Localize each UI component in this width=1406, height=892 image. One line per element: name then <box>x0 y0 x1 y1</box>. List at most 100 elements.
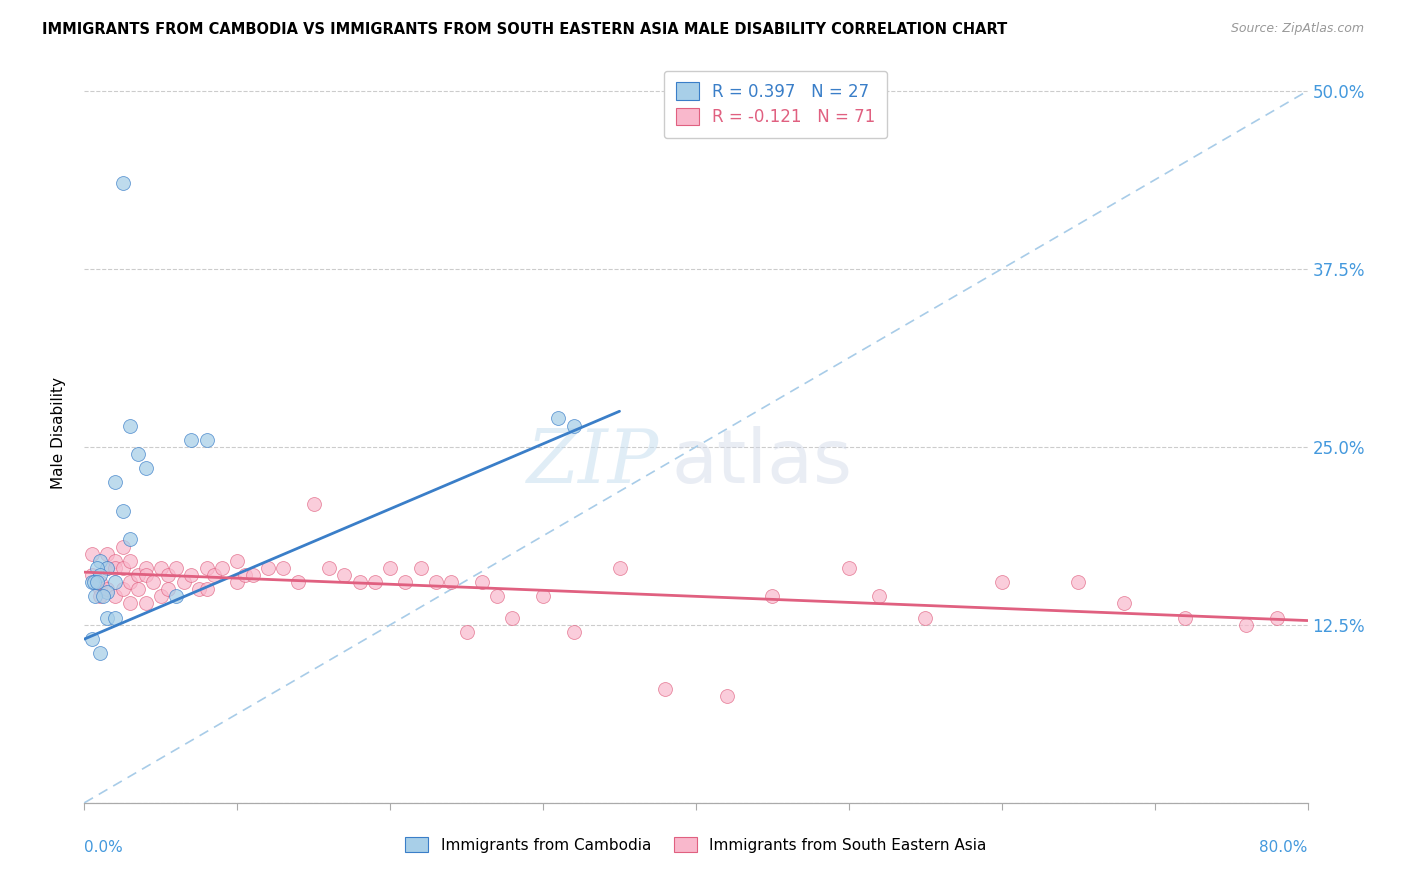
Point <box>89 575 111 590</box>
Point <box>111 540 134 554</box>
Point <box>456 624 478 639</box>
Point <box>96 585 118 599</box>
Point <box>80 568 103 582</box>
Point <box>104 590 127 604</box>
Point <box>364 575 387 590</box>
Point <box>111 582 134 597</box>
Point <box>89 554 111 568</box>
Point <box>84 590 107 604</box>
Point <box>104 561 127 575</box>
Point <box>195 561 218 575</box>
Point <box>96 547 118 561</box>
Point <box>486 590 509 604</box>
Point <box>149 590 172 604</box>
Point <box>562 624 585 639</box>
Point <box>135 461 157 475</box>
Point <box>86 561 108 575</box>
Point <box>180 568 202 582</box>
Text: 80.0%: 80.0% <box>1260 840 1308 855</box>
Text: atlas: atlas <box>672 425 852 499</box>
Point <box>380 561 402 575</box>
Point <box>83 575 105 590</box>
Point <box>104 475 127 490</box>
Point <box>120 418 142 433</box>
Point <box>394 575 416 590</box>
Point <box>120 533 142 547</box>
Point <box>233 568 256 582</box>
Y-axis label: Male Disability: Male Disability <box>51 376 66 489</box>
Text: 0.0%: 0.0% <box>84 840 124 855</box>
Point <box>425 575 447 590</box>
Point <box>120 554 142 568</box>
Point <box>120 597 142 611</box>
Point <box>226 575 249 590</box>
Text: Source: ZipAtlas.com: Source: ZipAtlas.com <box>1230 22 1364 36</box>
Point <box>562 418 585 433</box>
Point <box>80 547 103 561</box>
Point <box>135 597 157 611</box>
Point <box>89 582 111 597</box>
Point <box>271 561 294 575</box>
Point <box>838 561 860 575</box>
Point <box>242 568 264 582</box>
Point <box>654 681 676 696</box>
Point <box>349 575 371 590</box>
Point <box>180 433 202 447</box>
Point <box>111 504 134 518</box>
Point <box>318 561 340 575</box>
Point <box>135 568 157 582</box>
Point <box>502 610 524 624</box>
Point <box>80 575 103 590</box>
Point <box>89 646 111 660</box>
Point <box>547 411 569 425</box>
Point <box>440 575 463 590</box>
Point <box>104 554 127 568</box>
Point <box>104 575 127 590</box>
Point <box>716 689 738 703</box>
Point <box>149 561 172 575</box>
Point <box>104 610 127 624</box>
Text: IMMIGRANTS FROM CAMBODIA VS IMMIGRANTS FROM SOUTH EASTERN ASIA MALE DISABILITY C: IMMIGRANTS FROM CAMBODIA VS IMMIGRANTS F… <box>42 22 1008 37</box>
Point <box>202 568 225 582</box>
Point <box>127 447 149 461</box>
Point <box>1114 597 1136 611</box>
Point <box>135 561 157 575</box>
Point <box>173 575 195 590</box>
Point <box>1236 617 1258 632</box>
Point <box>471 575 494 590</box>
Point <box>127 582 149 597</box>
Point <box>302 497 325 511</box>
Point <box>165 561 187 575</box>
Point <box>195 433 218 447</box>
Point <box>869 590 891 604</box>
Point <box>165 590 187 604</box>
Point <box>914 610 936 624</box>
Point <box>157 568 180 582</box>
Text: ZIP: ZIP <box>527 426 659 499</box>
Point <box>96 582 118 597</box>
Point <box>226 554 249 568</box>
Point <box>142 575 165 590</box>
Point <box>188 582 211 597</box>
Point <box>91 590 114 604</box>
Point <box>111 177 134 191</box>
Point <box>991 575 1014 590</box>
Point <box>120 575 142 590</box>
Point <box>127 568 149 582</box>
Point <box>96 561 118 575</box>
Point <box>1067 575 1090 590</box>
Point <box>80 632 103 646</box>
Point <box>89 590 111 604</box>
Legend: Immigrants from Cambodia, Immigrants from South Eastern Asia: Immigrants from Cambodia, Immigrants fro… <box>396 828 995 862</box>
Point <box>89 568 111 582</box>
Point <box>157 582 180 597</box>
Point <box>195 582 218 597</box>
Point <box>96 561 118 575</box>
Point <box>1174 610 1197 624</box>
Point <box>287 575 309 590</box>
Point <box>531 590 554 604</box>
Point <box>96 610 118 624</box>
Point <box>111 561 134 575</box>
Point <box>609 561 631 575</box>
Point <box>761 590 783 604</box>
